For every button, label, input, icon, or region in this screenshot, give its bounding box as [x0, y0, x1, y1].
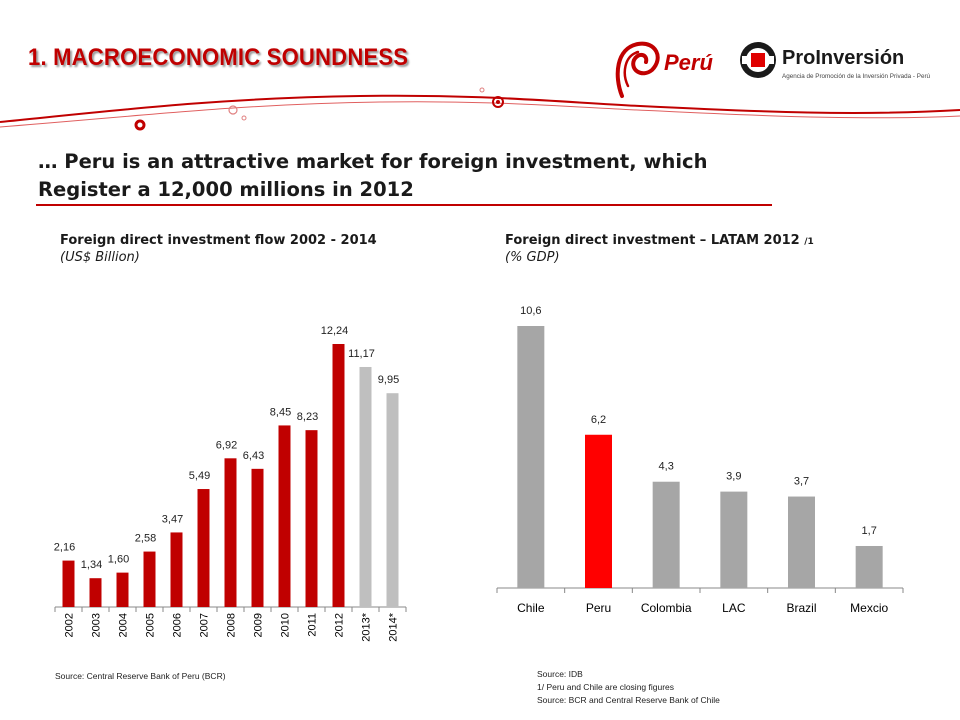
bar [197, 489, 210, 607]
data-label: 3,47 [162, 513, 183, 525]
proinversion-logo-name: ProInversión [782, 47, 904, 69]
proinversion-logo-tagline: Agencia de Promoción de la Inversión Pri… [782, 73, 931, 80]
headline-line-1: … Peru is an attractive market for forei… [38, 150, 708, 173]
fdi-latam-sources: Source: IDB 1/ Peru and Chile are closin… [537, 668, 720, 707]
data-label: 9,95 [378, 374, 399, 386]
fdi-flow-chart-subtitle: (US$ Billion) [60, 250, 140, 265]
peru-logo-text: Perú [664, 50, 713, 75]
bar [332, 344, 345, 607]
headline: … Peru is an attractive market for forei… [38, 148, 778, 204]
data-label: 11,17 [348, 348, 375, 360]
peru-logo: Perú [615, 41, 713, 98]
x-tick-label: 2004 [118, 613, 130, 637]
x-tick-label: Colombia [641, 601, 692, 615]
x-tick-label: Brazil [786, 601, 816, 615]
x-tick-label: Chile [517, 601, 545, 615]
fdi-flow-chart-title: Foreign direct investment flow 2002 - 20… [60, 233, 377, 248]
x-tick-label: Peru [586, 601, 611, 615]
x-tick-label: 2008 [226, 613, 238, 637]
x-tick-label: 2012 [334, 613, 346, 637]
fdi-latam-chart-title: Foreign direct investment – LATAM 2012 /… [505, 233, 814, 248]
fdi-latam-source-line: 1/ Peru and Chile are closing figures [537, 682, 675, 692]
bar [89, 578, 102, 607]
data-label: 6,2 [591, 414, 606, 426]
bar [224, 458, 237, 607]
bar [170, 532, 183, 607]
bar [585, 434, 612, 588]
x-tick-label: 2011 [307, 613, 319, 637]
x-tick-label: 2007 [199, 613, 211, 637]
fdi-latam-chart-subtitle: (% GDP) [505, 250, 560, 265]
bar [517, 326, 545, 588]
proinversion-logo: ProInversión Agencia de Promoción de la … [740, 42, 931, 80]
x-tick-label: Mexcio [850, 601, 888, 615]
x-tick-label: 2003 [91, 613, 103, 637]
headline-underline [36, 204, 772, 206]
data-label: 5,49 [189, 470, 210, 482]
x-tick-label: 2009 [253, 613, 265, 637]
data-label: 2,16 [54, 542, 75, 554]
bar [386, 393, 399, 607]
data-label: 8,23 [297, 411, 318, 423]
x-tick-label: 2005 [145, 613, 157, 637]
x-tick-label: LAC [722, 601, 746, 615]
x-tick-label: 2013* [361, 612, 373, 641]
fdi-latam-source-line: Source: BCR and Central Reserve Bank of … [537, 695, 720, 705]
x-tick-label: 2002 [64, 613, 76, 637]
data-label: 1,60 [108, 554, 129, 566]
data-label: 4,3 [659, 461, 674, 473]
header-decoration [0, 87, 960, 131]
page-title: 1. MACROECONOMIC SOUNDNESS [28, 44, 409, 71]
fdi-latam-title-text: Foreign direct investment – LATAM 2012 [505, 233, 800, 248]
data-label: 6,92 [216, 439, 237, 451]
data-label: 6,43 [243, 450, 264, 462]
data-label: 2,58 [135, 533, 156, 545]
bar [359, 366, 372, 607]
fdi-latam-source-line: Source: IDB [537, 669, 583, 679]
x-tick-label: 2006 [172, 613, 184, 637]
data-label: 12,24 [321, 325, 349, 337]
bar [652, 481, 680, 588]
bar [62, 560, 75, 607]
bar [278, 425, 291, 607]
fdi-latam-title-note: /1 [804, 237, 814, 247]
data-label: 1,7 [862, 525, 877, 537]
data-label: 8,45 [270, 406, 291, 418]
x-tick-label: 2014* [388, 612, 400, 641]
x-tick-label: 2010 [280, 613, 292, 637]
data-label: 3,7 [794, 476, 809, 488]
headline-line-2: Register a 12,000 millions in 2012 [38, 178, 414, 201]
bar [143, 551, 156, 607]
bar [251, 468, 264, 607]
bar [116, 572, 129, 607]
bar [855, 545, 883, 588]
data-label: 3,9 [726, 471, 741, 483]
bar [305, 430, 318, 607]
fdi-flow-source: Source: Central Reserve Bank of Peru (BC… [55, 671, 226, 681]
data-label: 10,6 [520, 305, 541, 317]
bar [788, 496, 815, 588]
data-label: 1,34 [81, 559, 102, 571]
bar [720, 491, 748, 588]
